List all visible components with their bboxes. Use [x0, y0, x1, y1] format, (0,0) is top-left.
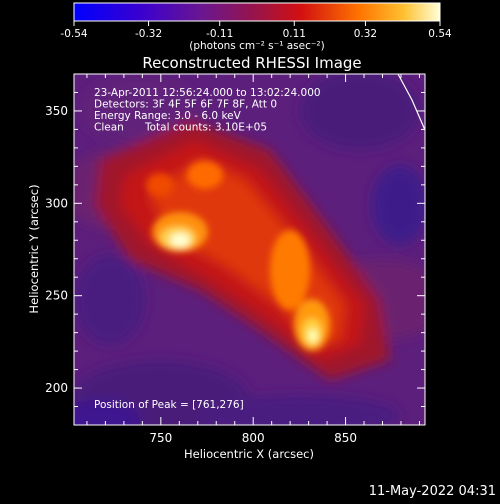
colorbar-units-label: (photons cm⁻² s⁻¹ asec⁻²): [189, 40, 324, 52]
colorbar-tick-label: -0.11: [206, 28, 233, 40]
x-tick-label: 750: [149, 431, 172, 445]
annotation-block: 23-Apr-2011 12:56:24.000 to 13:02:24.000…: [94, 87, 321, 134]
bright-sources: [146, 161, 330, 351]
x-tick-label: 800: [242, 431, 265, 445]
y-axis-label: Heliocentric Y (arcsec): [27, 184, 41, 313]
y-axis: 200 250 300 350: [45, 73, 425, 408]
y-tick-label: 200: [45, 381, 68, 395]
colorbar-tick-label: -0.32: [135, 28, 162, 40]
annotation-line: 23-Apr-2011 12:56:24.000 to 13:02:24.000: [94, 87, 321, 99]
colorbar-ticks: -0.54 -0.32 -0.11 0.11 0.32 0.54: [60, 21, 452, 40]
footer-date: 11-May-2022 04:31: [369, 484, 496, 499]
plot-area: [74, 74, 425, 425]
colorbar-tick-label: 0.32: [354, 28, 377, 40]
annotation-line: Energy Range: 3.0 - 6.0 keV: [94, 110, 242, 122]
colorbar-tick-label: 0.54: [428, 28, 452, 40]
colorbar-tick-label: -0.54: [60, 28, 87, 40]
x-axis-label: Heliocentric X (arcsec): [184, 447, 314, 461]
x-axis: 750 800 850: [86, 74, 420, 445]
annotation-total-counts: Total counts: 3.10E+05: [144, 122, 267, 134]
annotation-line: Clean: [94, 122, 124, 134]
annotation-line: Detectors: 3F 4F 5F 6F 7F 8F, Att 0: [94, 99, 277, 111]
y-tick-label: 350: [45, 104, 68, 118]
chart-title: Reconstructed RHESSI Image: [142, 54, 361, 72]
plot-frame: [73, 73, 426, 426]
y-tick-label: 250: [45, 289, 68, 303]
x-tick-label: 850: [334, 431, 357, 445]
solar-limb-line: [397, 74, 425, 131]
colorbar: -0.54 -0.32 -0.11 0.11 0.32 0.54 (photons cm⁻…: [60, 2, 452, 52]
peak-position-label: Position of Peak = [761,276]: [94, 399, 244, 411]
y-tick-label: 300: [45, 196, 68, 210]
colorbar-tick-label: 0.11: [283, 28, 306, 40]
colorbar-gradient: [73, 2, 441, 22]
